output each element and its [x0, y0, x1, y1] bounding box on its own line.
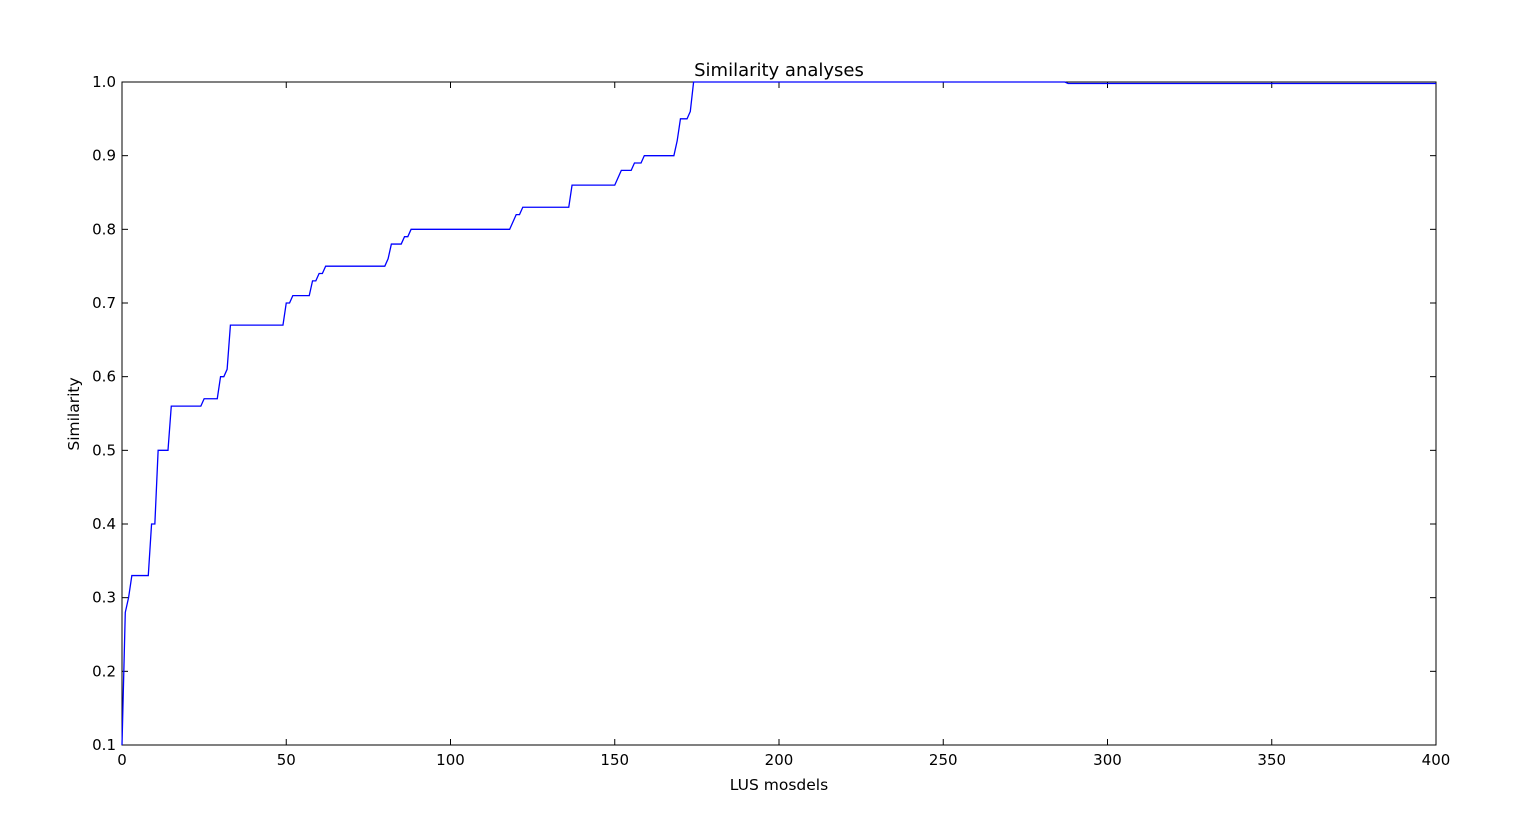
- x-axis-label: LUS mosdels: [730, 776, 828, 794]
- x-tick-label: 100: [436, 751, 465, 769]
- y-tick-label: 0.8: [92, 220, 116, 238]
- y-axis: 0.1 0.2 0.3 0.4 0.5 0.6 0.7 0.8 0.9 1.0: [92, 73, 1436, 754]
- x-axis: 0 50 100 150 200 250 300 350 400: [117, 82, 1450, 769]
- y-tick-label: 0.4: [92, 515, 116, 533]
- x-tick-label: 250: [929, 751, 958, 769]
- y-tick-label: 0.5: [92, 441, 116, 459]
- x-tick-label: 0: [117, 751, 127, 769]
- y-axis-label: Similarity: [65, 377, 83, 450]
- y-tick-label: 0.3: [92, 589, 116, 607]
- y-tick-label: 0.7: [92, 294, 116, 312]
- series-line-similarity: [121, 81, 1436, 746]
- y-tick-label: 1.0: [92, 73, 116, 91]
- x-tick-label: 300: [1093, 751, 1122, 769]
- series-layer: [121, 81, 1436, 746]
- x-tick-label: 50: [277, 751, 296, 769]
- x-tick-label: 400: [1422, 751, 1451, 769]
- chart-title: Similarity analyses: [694, 60, 864, 81]
- x-tick-label: 350: [1257, 751, 1286, 769]
- y-tick-label: 0.1: [92, 736, 116, 754]
- x-tick-label: 200: [765, 751, 794, 769]
- y-tick-label: 0.9: [92, 147, 116, 165]
- y-tick-label: 0.2: [92, 662, 116, 680]
- x-tick-label: 150: [600, 751, 629, 769]
- y-tick-label: 0.6: [92, 368, 116, 386]
- plot-area-frame: [121, 81, 1437, 746]
